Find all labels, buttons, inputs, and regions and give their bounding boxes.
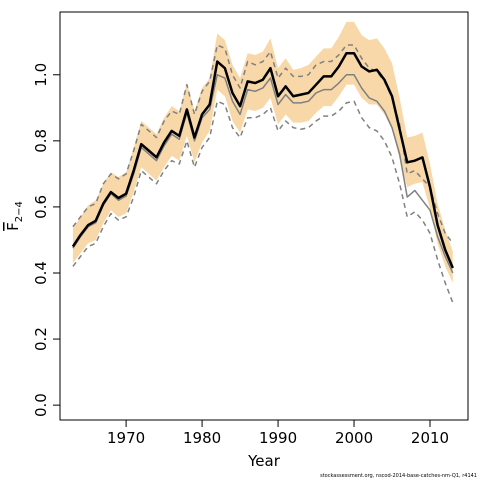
x-tick-label: 2010 — [411, 429, 449, 447]
x-tick-label: 1980 — [183, 429, 221, 447]
series-line — [71, 52, 454, 269]
y-tick-label: 0.0 — [32, 393, 50, 417]
x-axis-label: Year — [247, 452, 281, 470]
x-tick-label: 1990 — [259, 429, 297, 447]
y-tick-label: 0.2 — [32, 327, 50, 351]
x-tick-label: 2000 — [335, 429, 373, 447]
y-tick-label: 0.4 — [32, 261, 50, 285]
y-axis-label: F2−4 — [4, 201, 25, 231]
confidence-band — [72, 21, 453, 283]
y-tick-label: 0.8 — [32, 129, 50, 153]
x-tick-label: 1970 — [107, 429, 145, 447]
y-tick-label: 0.6 — [32, 195, 50, 219]
y-tick-label: 1.0 — [32, 63, 50, 87]
footnote: stockassessment.org, nscod-2014-base-cat… — [320, 473, 477, 479]
y-axis-label-main: F — [4, 222, 22, 231]
y-axis-label-sub: 2−4 — [14, 201, 25, 222]
plot-frame — [59, 11, 469, 421]
series-line — [72, 100, 454, 303]
